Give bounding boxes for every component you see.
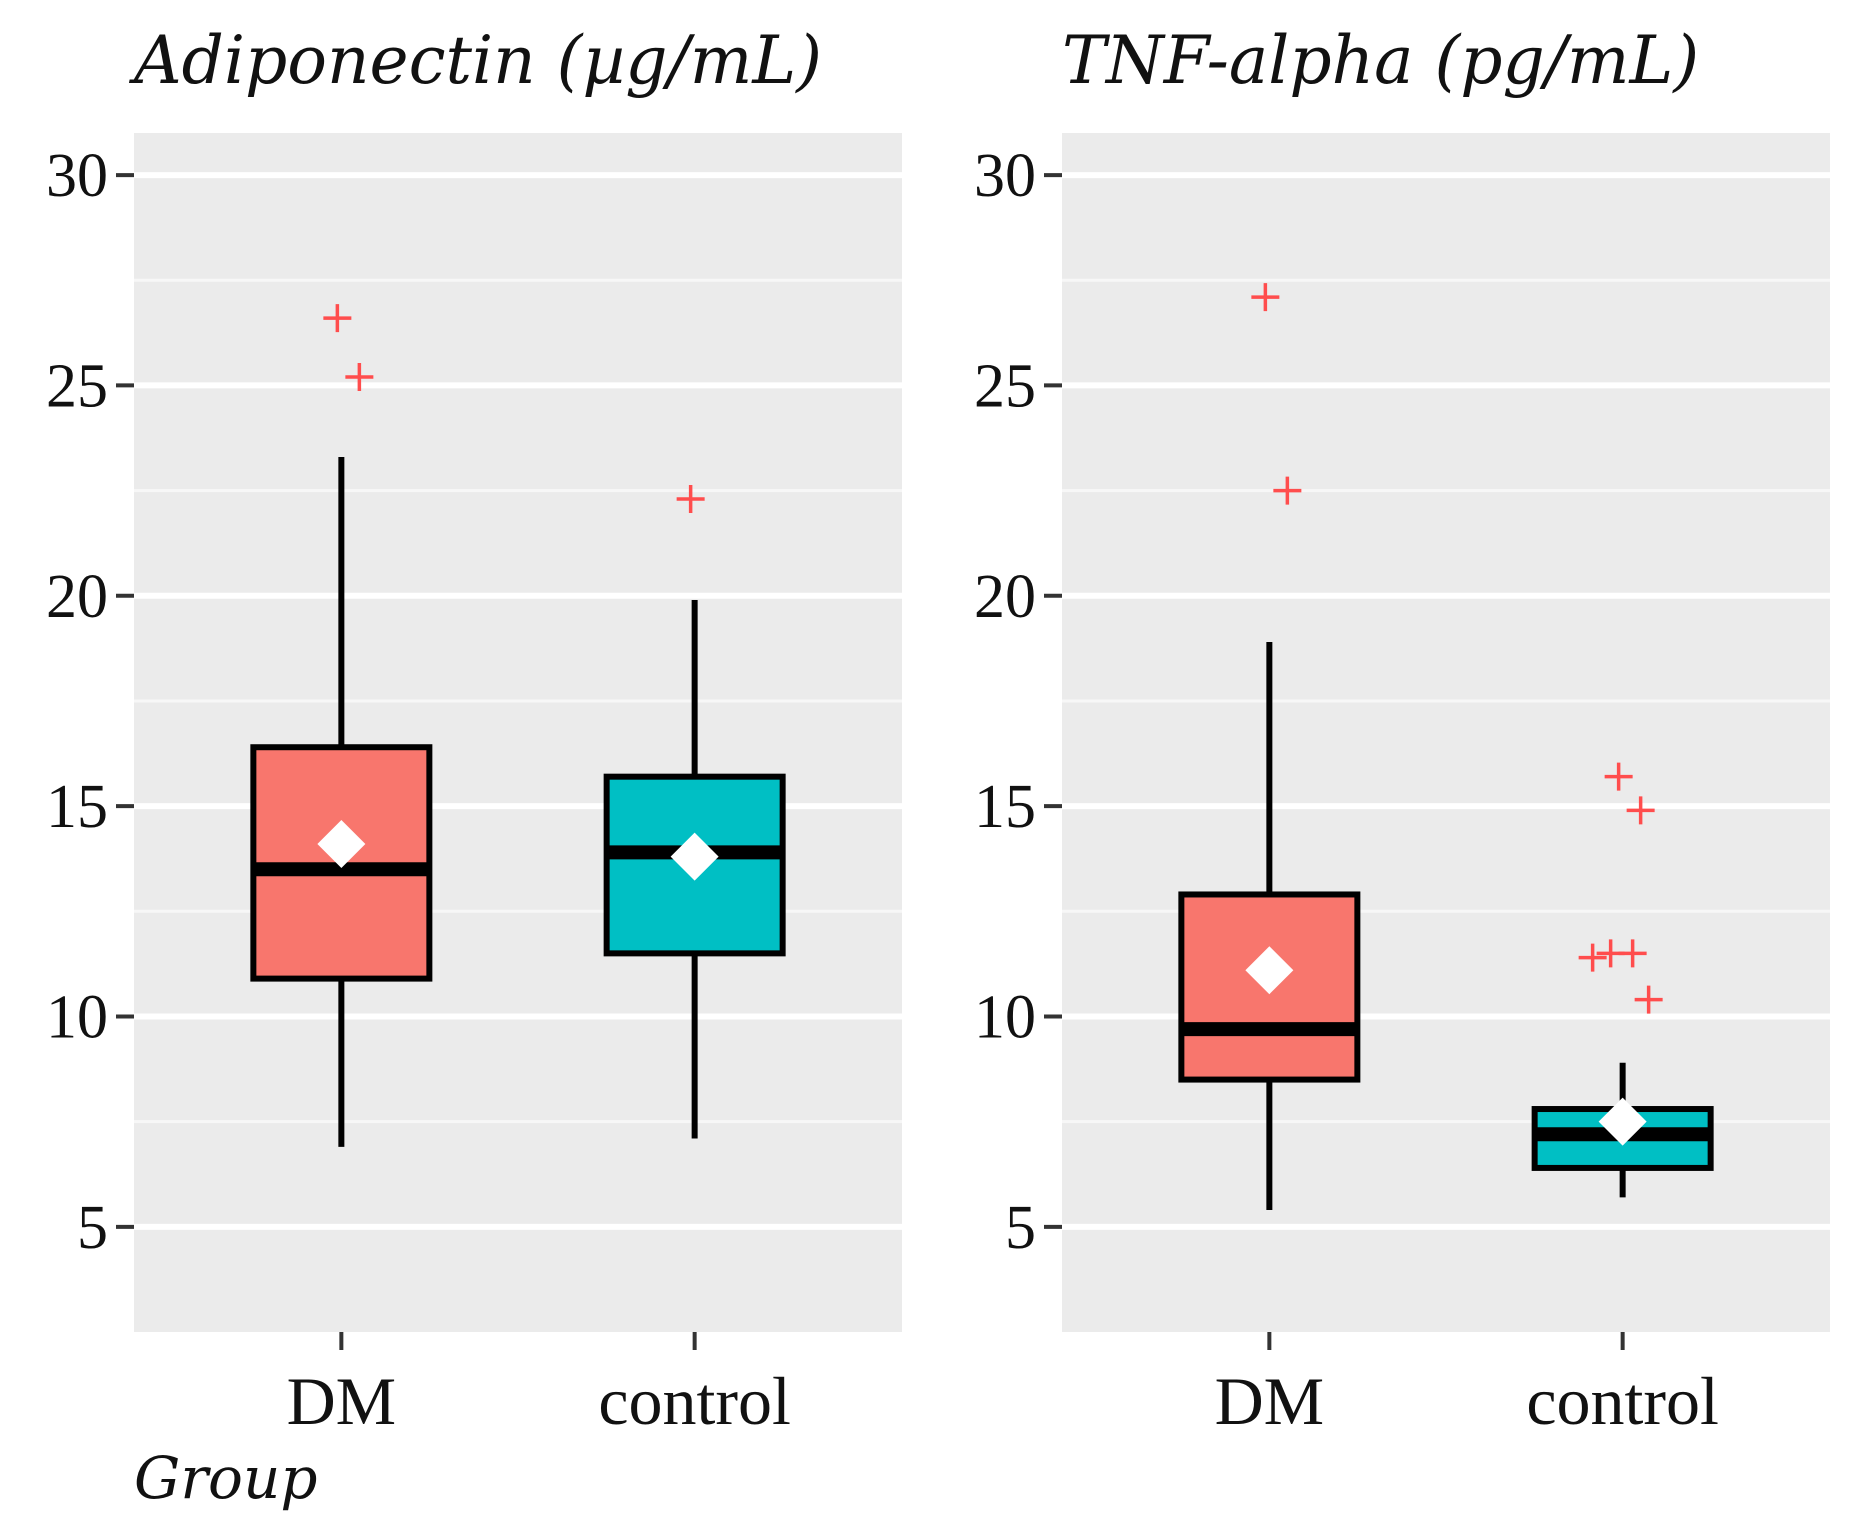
mean-marker: [1598, 1097, 1647, 1146]
x-category-label: control: [1526, 1363, 1719, 1439]
panel-title: Adiponectin (µg/mL): [128, 22, 822, 99]
panel-title: TNF-alpha (pg/mL): [1062, 22, 1699, 99]
y-tick-label: 30: [46, 142, 108, 210]
x-category-label: DM: [287, 1363, 397, 1439]
outlier-point: [323, 304, 352, 333]
outlier-point: [1626, 796, 1655, 825]
panel-background: [1062, 133, 1830, 1332]
x-category-label: control: [598, 1363, 791, 1439]
outlier-point: [345, 363, 374, 392]
y-tick-label: 15: [974, 773, 1036, 841]
y-tick-label: 5: [1005, 1194, 1036, 1262]
box-control: [1531, 762, 1714, 1198]
box-control: [603, 485, 786, 1139]
y-tick-label: 20: [46, 563, 108, 631]
box-DM: [250, 304, 433, 1147]
panel-background: [134, 133, 902, 1332]
mean-marker: [317, 819, 366, 868]
mean-marker: [1245, 946, 1294, 995]
outlier-point: [1604, 762, 1633, 791]
outlier-point: [1618, 939, 1647, 968]
outlier-point: [676, 485, 705, 514]
y-tick-label: 10: [974, 983, 1036, 1051]
x-category-label: DM: [1215, 1363, 1325, 1439]
mean-marker: [670, 832, 719, 881]
y-tick-label: 10: [46, 983, 108, 1051]
outlier-point: [1578, 943, 1607, 972]
outlier-point: [1273, 476, 1302, 505]
y-tick-label: 25: [974, 352, 1036, 420]
outlier-point: [1634, 985, 1663, 1014]
tnf-alpha-panel: TNF-alpha (pg/mL) 5 10 15 20 25 30 DM control: [974, 22, 1830, 1439]
y-tick-label: 5: [77, 1194, 108, 1262]
y-tick-label: 30: [974, 142, 1036, 210]
x-axis-title: Group: [134, 1444, 317, 1512]
y-tick-label: 25: [46, 352, 108, 420]
box-DM: [1178, 283, 1361, 1210]
adiponectin-panel: Adiponectin (µg/mL) 5 10 15 20 25 30 DM control G…: [46, 22, 902, 1512]
outlier-point: [1251, 283, 1280, 312]
y-tick-label: 15: [46, 773, 108, 841]
y-tick-label: 20: [974, 563, 1036, 631]
